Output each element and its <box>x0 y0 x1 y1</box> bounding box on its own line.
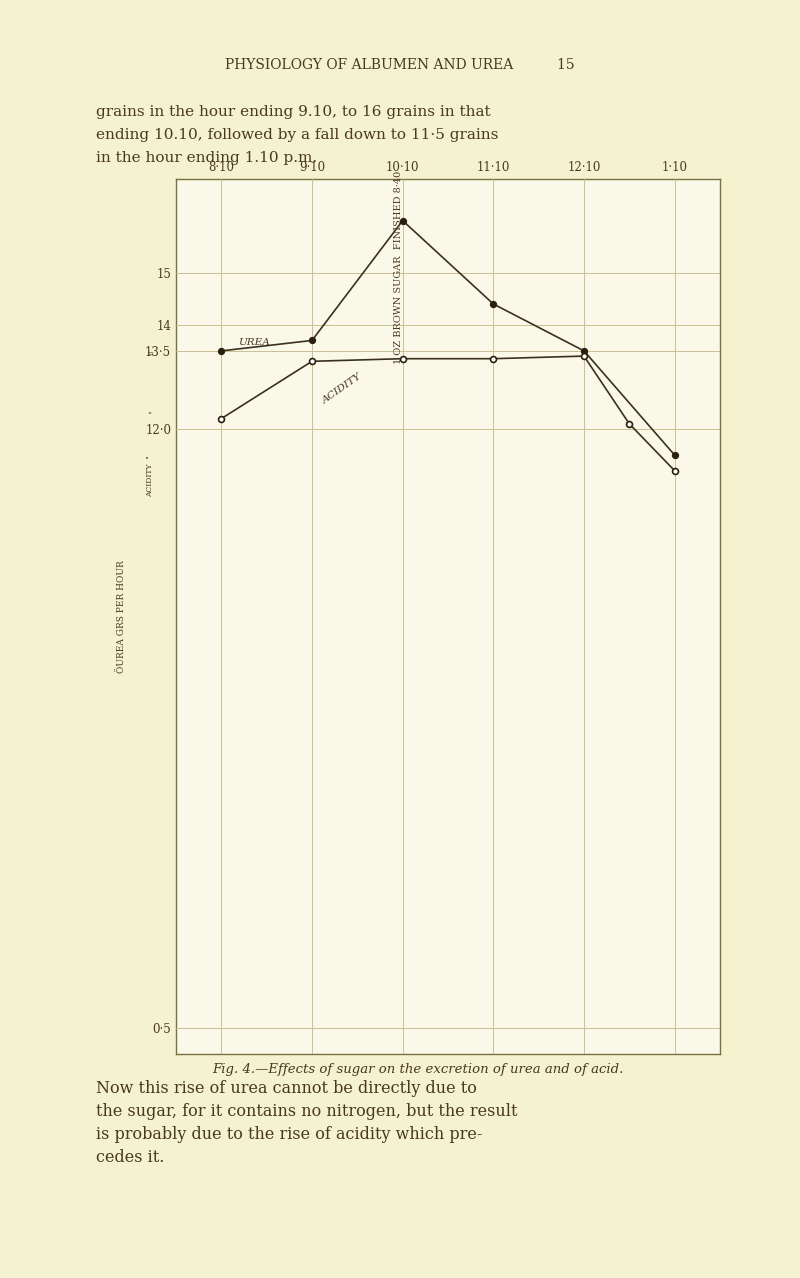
Text: ": " <box>147 412 152 419</box>
Point <box>487 349 500 369</box>
Text: ACIDITY  ": ACIDITY " <box>146 456 154 497</box>
Point <box>396 211 409 231</box>
Point <box>487 294 500 314</box>
Point <box>306 351 318 372</box>
Text: is probably due to the rise of acidity which pre-: is probably due to the rise of acidity w… <box>96 1126 482 1143</box>
Point <box>396 349 409 369</box>
Text: grains in the hour ending 9.10, to 16 grains in that: grains in the hour ending 9.10, to 16 gr… <box>96 105 490 119</box>
Text: =: = <box>146 350 153 358</box>
Text: PHYSIOLOGY OF ALBUMEN AND UREA          15: PHYSIOLOGY OF ALBUMEN AND UREA 15 <box>225 58 575 72</box>
Point <box>623 414 636 435</box>
Point <box>306 330 318 350</box>
Text: Fig. 4.—Effects of sugar on the excretion of urea and of acid.: Fig. 4.—Effects of sugar on the excretio… <box>212 1063 623 1076</box>
Point <box>215 341 228 362</box>
Point <box>668 445 681 465</box>
Text: in the hour ending 1.10 p.m.: in the hour ending 1.10 p.m. <box>96 151 317 165</box>
Text: Now this rise of urea cannot be directly due to: Now this rise of urea cannot be directly… <box>96 1080 477 1097</box>
Point <box>578 341 590 362</box>
Text: ACIDITY: ACIDITY <box>321 372 364 406</box>
Point <box>578 346 590 367</box>
Text: 1 OZ BROWN SUGAR  FINISHED 8·40: 1 OZ BROWN SUGAR FINISHED 8·40 <box>394 171 402 364</box>
Point <box>668 460 681 481</box>
Point <box>215 409 228 429</box>
Text: the sugar, for it contains no nitrogen, but the result: the sugar, for it contains no nitrogen, … <box>96 1103 518 1120</box>
Text: ending 10.10, followed by a fall down to 11·5 grains: ending 10.10, followed by a fall down to… <box>96 128 498 142</box>
Text: cedes it.: cedes it. <box>96 1149 164 1166</box>
Text: UREA: UREA <box>238 337 270 346</box>
Text: ÖUREA GRS PER HOUR: ÖUREA GRS PER HOUR <box>118 560 126 674</box>
